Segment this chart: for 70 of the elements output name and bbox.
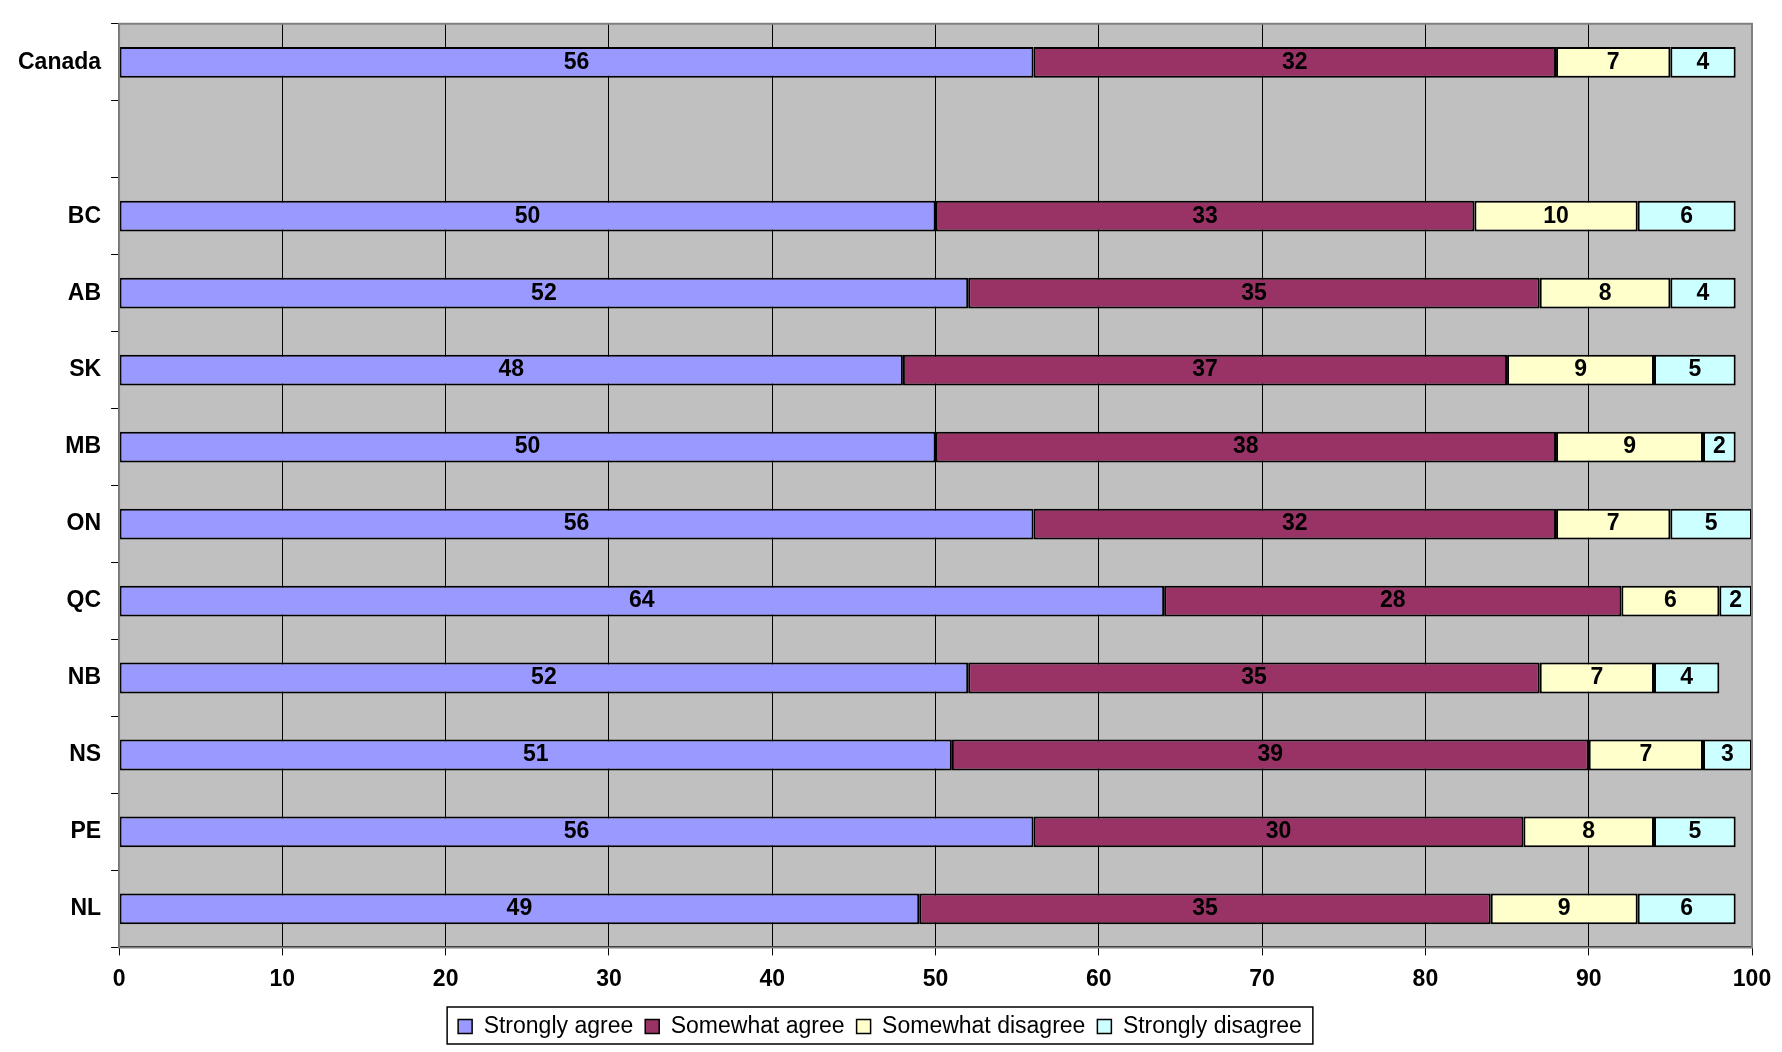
data-label: 6 bbox=[1680, 894, 1694, 921]
data-label: 33 bbox=[1192, 201, 1218, 228]
x-tick-label: 10 bbox=[269, 964, 296, 991]
data-label: 64 bbox=[629, 586, 655, 613]
x-tick-label: 0 bbox=[112, 964, 126, 991]
y-tick-label: BC bbox=[67, 201, 102, 228]
data-label: 9 bbox=[1557, 894, 1571, 921]
data-label: 52 bbox=[531, 663, 557, 690]
data-label: 4 bbox=[1696, 47, 1710, 74]
data-label: 5 bbox=[1704, 509, 1718, 536]
x-tick-label: 100 bbox=[1732, 964, 1772, 991]
data-label: 4 bbox=[1680, 663, 1694, 690]
y-tick-label: NB bbox=[67, 663, 102, 690]
data-label: 48 bbox=[498, 355, 525, 382]
x-tick-label: 70 bbox=[1249, 964, 1275, 991]
data-label: 56 bbox=[563, 509, 590, 536]
data-label: 39 bbox=[1257, 740, 1284, 767]
data-label: 7 bbox=[1639, 740, 1653, 767]
data-label: 10 bbox=[1543, 201, 1569, 228]
data-label: 35 bbox=[1192, 894, 1218, 921]
data-label: 56 bbox=[563, 817, 590, 844]
data-label: 4 bbox=[1696, 278, 1710, 305]
data-label: 32 bbox=[1281, 509, 1308, 536]
data-label: 32 bbox=[1281, 47, 1308, 74]
x-tick-label: 40 bbox=[759, 964, 786, 991]
data-label: 51 bbox=[522, 740, 549, 767]
x-tick-label: 50 bbox=[922, 964, 949, 991]
x-tick-label: 80 bbox=[1412, 964, 1439, 991]
data-label: 38 bbox=[1233, 432, 1259, 459]
data-label: 3 bbox=[1721, 740, 1734, 767]
data-label: 52 bbox=[531, 278, 557, 305]
x-tick-label: 60 bbox=[1086, 964, 1112, 991]
data-label: 30 bbox=[1265, 817, 1292, 844]
data-label: 5 bbox=[1688, 355, 1702, 382]
data-label: 7 bbox=[1590, 663, 1604, 690]
data-label: 6 bbox=[1663, 586, 1677, 613]
x-tick-label: 20 bbox=[432, 964, 459, 991]
data-label: 50 bbox=[514, 201, 541, 228]
y-tick-label: SK bbox=[69, 355, 102, 382]
x-tick-label: 30 bbox=[596, 964, 622, 991]
data-label: 2 bbox=[1712, 432, 1726, 459]
data-label: 8 bbox=[1582, 817, 1596, 844]
data-label: 49 bbox=[506, 894, 533, 921]
data-label: 7 bbox=[1606, 509, 1620, 536]
data-label: 56 bbox=[563, 47, 590, 74]
legend-label: Strongly agree bbox=[483, 1011, 634, 1038]
data-label: 6 bbox=[1680, 201, 1694, 228]
data-label: 7 bbox=[1606, 47, 1620, 74]
data-label: 9 bbox=[1623, 432, 1636, 459]
legend-label: Somewhat disagree bbox=[882, 1011, 1086, 1038]
data-label: 5 bbox=[1688, 817, 1702, 844]
data-label: 35 bbox=[1241, 278, 1267, 305]
y-tick-label: ON bbox=[66, 509, 102, 536]
y-tick-label: QC bbox=[66, 586, 102, 613]
legend-label: Strongly disagree bbox=[1122, 1011, 1302, 1038]
y-tick-label: MB bbox=[65, 432, 102, 459]
y-tick-label: Canada bbox=[17, 47, 102, 74]
y-tick-label: NL bbox=[70, 894, 102, 921]
y-tick-label: PE bbox=[70, 817, 102, 844]
data-label: 8 bbox=[1598, 278, 1612, 305]
data-label: 35 bbox=[1241, 663, 1267, 690]
x-tick-label: 90 bbox=[1575, 964, 1602, 991]
data-label: 50 bbox=[514, 432, 541, 459]
legend-label: Somewhat agree bbox=[670, 1011, 845, 1038]
data-label: 9 bbox=[1574, 355, 1587, 382]
y-tick-label: NS bbox=[69, 740, 102, 767]
y-tick-label: AB bbox=[67, 278, 102, 305]
data-label: 2 bbox=[1729, 586, 1743, 613]
data-label: 37 bbox=[1192, 355, 1218, 382]
data-label: 28 bbox=[1379, 586, 1406, 613]
